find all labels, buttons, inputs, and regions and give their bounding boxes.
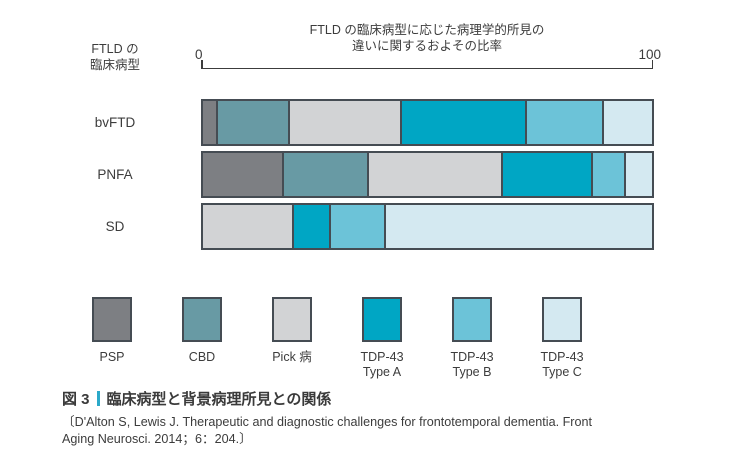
- category-label-pnfa: PNFA: [97, 167, 133, 182]
- legend-swatch-pick: [272, 297, 312, 342]
- citation: 〔D'Alton S, Lewis J. Therapeutic and dia…: [62, 414, 717, 447]
- axis-max-label: 100: [638, 47, 661, 62]
- bar-segment-pnfa-pick: [369, 153, 504, 196]
- legend-item-cbd: CBD: [157, 297, 247, 380]
- legend-label: PSP: [99, 350, 125, 364]
- bar-segment-sd-pick: [203, 205, 294, 248]
- bar-segment-pnfa-cbd: [284, 153, 370, 196]
- legend-label: TDP-43: [450, 350, 494, 364]
- chart-title-line2: 違いに関するおよその比率: [351, 39, 502, 53]
- legend-swatch-tdp-43-type-b: [452, 297, 492, 342]
- legend-label: TDP-43: [360, 350, 404, 364]
- caption-title: 臨床病型と背景病理所見との関係: [106, 391, 332, 408]
- figure-caption: 図 3 臨床病型と背景病理所見との関係 〔D'Alton S, Lewis J.…: [62, 388, 717, 447]
- bar-segment-sd-tdp-43-type-a: [293, 205, 332, 248]
- figure-number-label: 図 3: [62, 391, 90, 408]
- legend-label: Type C: [542, 365, 582, 379]
- bar-segment-pnfa-tdp-43-type-c: [625, 153, 652, 196]
- legend-label: Type B: [452, 365, 492, 379]
- bar-segment-pnfa-tdp-43-type-a: [503, 153, 593, 196]
- legend-item-tdp-43-type-a: TDP-43 Type A: [337, 297, 427, 380]
- axis-tick-left: [201, 60, 203, 69]
- bar-segment-bvftd-psp: [203, 101, 219, 144]
- bar-segment-pnfa-psp: [203, 153, 285, 196]
- bar-segment-bvftd-tdp-43-type-c: [603, 101, 652, 144]
- bar-row-sd: [201, 203, 654, 250]
- bar-segment-bvftd-cbd: [218, 101, 291, 144]
- bar-row-pnfa: [201, 151, 654, 198]
- row-axis-header: FTLD の 臨床病型: [55, 41, 175, 73]
- category-label-bvftd: bvFTD: [94, 115, 136, 130]
- caption-separator: [96, 391, 100, 406]
- category-label-sd: SD: [105, 219, 125, 234]
- bar-row-bvftd: [201, 99, 654, 146]
- chart-title-line1: FTLD の臨床病型に応じた病理学的所見の: [309, 23, 545, 37]
- row-axis-header-line2: 臨床病型: [89, 58, 140, 72]
- legend-label: Pick 病: [272, 350, 312, 364]
- legend-item-tdp-43-type-c: TDP-43 Type C: [517, 297, 607, 380]
- legend-item-psp: PSP: [67, 297, 157, 380]
- legend-swatch-cbd: [182, 297, 222, 342]
- bar-segment-bvftd-tdp-43-type-b: [527, 101, 604, 144]
- bar-segment-sd-tdp-43-type-c: [386, 205, 652, 248]
- legend-item-pick: Pick 病: [247, 297, 337, 380]
- caption-title-row: 図 3 臨床病型と背景病理所見との関係: [62, 388, 717, 409]
- legend-swatch-tdp-43-type-c: [542, 297, 582, 342]
- bar-segment-bvftd-tdp-43-type-a: [402, 101, 528, 144]
- axis-line: [201, 68, 653, 69]
- citation-line2: Aging Neurosci. 2014；6：204.〕: [62, 431, 252, 446]
- legend-label: Type A: [362, 365, 402, 379]
- citation-line1: 〔D'Alton S, Lewis J. Therapeutic and dia…: [62, 415, 592, 429]
- legend-swatch-psp: [92, 297, 132, 342]
- legend-label: TDP-43: [540, 350, 584, 364]
- legend: PSP CBD Pick 病 TDP-43 Type A TDP-43 Type B TDP-…: [67, 297, 607, 380]
- category-labels: bvFTD PNFA SD: [55, 99, 175, 255]
- bar-segment-bvftd-pick: [290, 101, 403, 144]
- axis-min-label: 0: [195, 47, 203, 62]
- legend-item-tdp-43-type-b: TDP-43 Type B: [427, 297, 517, 380]
- row-axis-header-line1: FTLD の: [91, 42, 139, 56]
- chart-title: FTLD の臨床病型に応じた病理学的所見の 違いに関するおよその比率: [201, 22, 653, 54]
- stacked-bar-plot: [201, 99, 654, 255]
- axis-tick-right: [651, 60, 653, 69]
- legend-label: CBD: [188, 350, 216, 364]
- legend-swatch-tdp-43-type-a: [362, 297, 402, 342]
- bar-segment-sd-tdp-43-type-b: [331, 205, 387, 248]
- bar-segment-pnfa-tdp-43-type-b: [592, 153, 626, 196]
